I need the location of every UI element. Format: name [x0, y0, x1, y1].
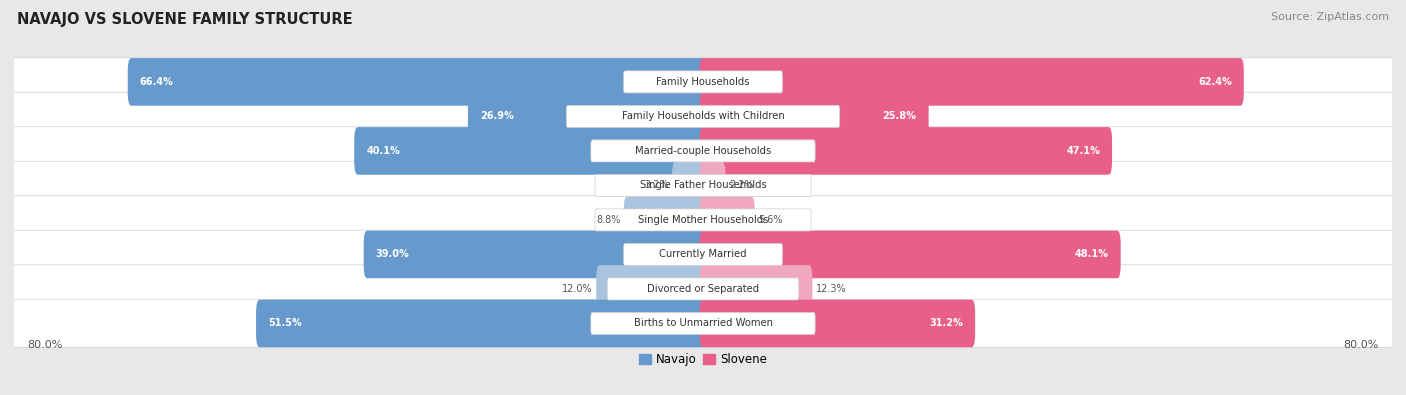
FancyBboxPatch shape	[591, 312, 815, 335]
FancyBboxPatch shape	[700, 92, 928, 140]
FancyBboxPatch shape	[11, 196, 1395, 244]
FancyBboxPatch shape	[623, 71, 783, 93]
Legend: Navajo, Slovene: Navajo, Slovene	[640, 353, 766, 366]
Text: Family Households: Family Households	[657, 77, 749, 87]
Text: 12.0%: 12.0%	[562, 284, 593, 294]
FancyBboxPatch shape	[596, 265, 706, 313]
FancyBboxPatch shape	[591, 140, 815, 162]
Text: 48.1%: 48.1%	[1074, 249, 1108, 260]
Text: Divorced or Separated: Divorced or Separated	[647, 284, 759, 294]
FancyBboxPatch shape	[672, 162, 706, 209]
Text: 66.4%: 66.4%	[139, 77, 173, 87]
FancyBboxPatch shape	[624, 196, 706, 244]
FancyBboxPatch shape	[128, 58, 706, 106]
FancyBboxPatch shape	[700, 127, 1112, 175]
Text: Currently Married: Currently Married	[659, 249, 747, 260]
FancyBboxPatch shape	[700, 300, 976, 347]
Text: 5.6%: 5.6%	[758, 215, 783, 225]
Text: Family Households with Children: Family Households with Children	[621, 111, 785, 121]
Text: 62.4%: 62.4%	[1198, 77, 1232, 87]
FancyBboxPatch shape	[623, 243, 783, 265]
FancyBboxPatch shape	[364, 231, 706, 278]
Text: 31.2%: 31.2%	[929, 318, 963, 329]
Text: Single Mother Households: Single Mother Households	[638, 215, 768, 225]
FancyBboxPatch shape	[11, 299, 1395, 348]
FancyBboxPatch shape	[595, 209, 811, 231]
FancyBboxPatch shape	[256, 300, 706, 347]
FancyBboxPatch shape	[468, 92, 706, 140]
FancyBboxPatch shape	[700, 58, 1244, 106]
FancyBboxPatch shape	[607, 278, 799, 300]
FancyBboxPatch shape	[700, 162, 725, 209]
Text: 80.0%: 80.0%	[27, 340, 62, 350]
Text: 3.2%: 3.2%	[644, 181, 669, 190]
Text: 40.1%: 40.1%	[367, 146, 401, 156]
Text: 2.2%: 2.2%	[728, 181, 754, 190]
FancyBboxPatch shape	[700, 231, 1121, 278]
Text: 39.0%: 39.0%	[375, 249, 409, 260]
FancyBboxPatch shape	[11, 265, 1395, 313]
FancyBboxPatch shape	[700, 265, 813, 313]
FancyBboxPatch shape	[700, 196, 755, 244]
Text: 12.3%: 12.3%	[815, 284, 846, 294]
Text: 26.9%: 26.9%	[479, 111, 513, 121]
FancyBboxPatch shape	[354, 127, 706, 175]
FancyBboxPatch shape	[567, 105, 839, 128]
FancyBboxPatch shape	[595, 174, 811, 196]
FancyBboxPatch shape	[11, 58, 1395, 106]
Text: 51.5%: 51.5%	[269, 318, 302, 329]
Text: 47.1%: 47.1%	[1066, 146, 1099, 156]
Text: 80.0%: 80.0%	[1344, 340, 1379, 350]
Text: Married-couple Households: Married-couple Households	[636, 146, 770, 156]
Text: NAVAJO VS SLOVENE FAMILY STRUCTURE: NAVAJO VS SLOVENE FAMILY STRUCTURE	[17, 12, 353, 27]
FancyBboxPatch shape	[11, 92, 1395, 141]
Text: 25.8%: 25.8%	[883, 111, 917, 121]
FancyBboxPatch shape	[11, 127, 1395, 175]
Text: 8.8%: 8.8%	[596, 215, 620, 225]
Text: Single Father Households: Single Father Households	[640, 181, 766, 190]
FancyBboxPatch shape	[11, 161, 1395, 210]
Text: Source: ZipAtlas.com: Source: ZipAtlas.com	[1271, 12, 1389, 22]
FancyBboxPatch shape	[11, 230, 1395, 278]
Text: Births to Unmarried Women: Births to Unmarried Women	[634, 318, 772, 329]
